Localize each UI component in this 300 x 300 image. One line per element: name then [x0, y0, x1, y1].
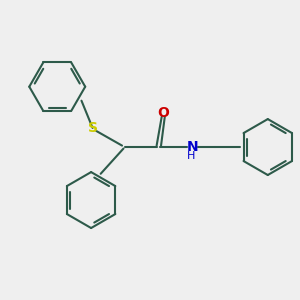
Text: N: N	[187, 140, 199, 154]
Text: S: S	[88, 121, 98, 135]
Text: H: H	[187, 151, 195, 161]
Text: O: O	[157, 106, 169, 120]
